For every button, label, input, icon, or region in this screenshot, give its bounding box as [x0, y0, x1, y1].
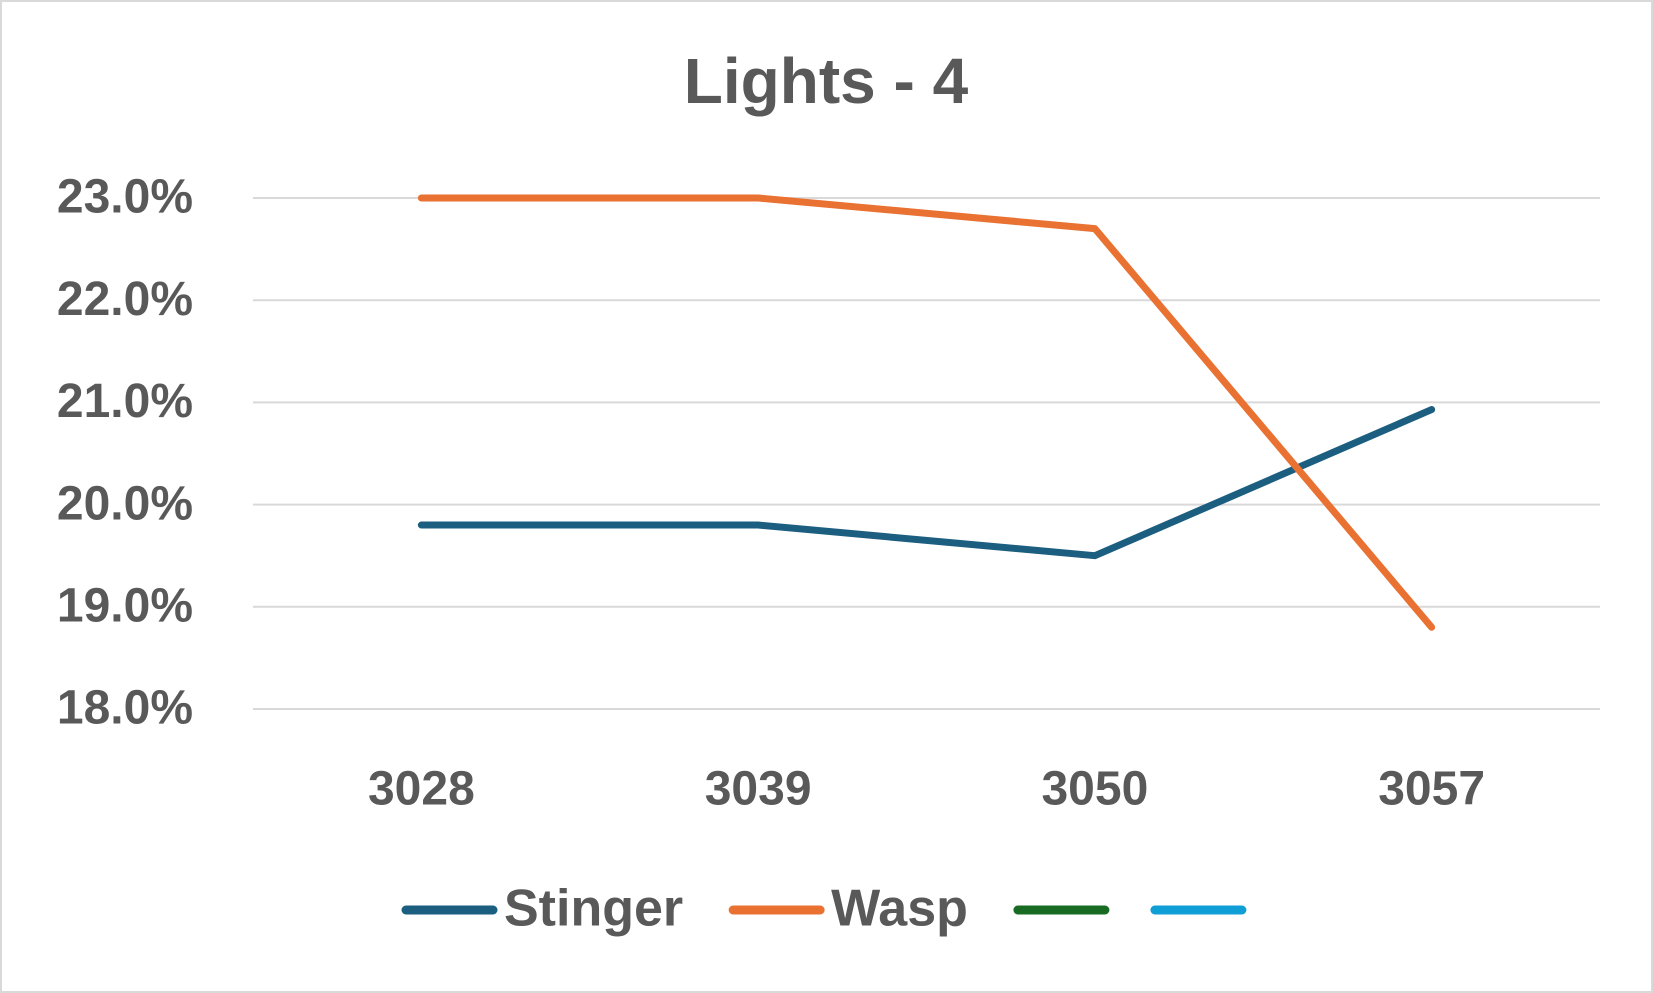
y-tick-label: 20.0% — [57, 477, 193, 530]
y-tick-label: 21.0% — [57, 375, 193, 428]
x-tick-label: 3028 — [368, 763, 475, 816]
x-tick-label: 3039 — [705, 763, 812, 816]
chart-title: Lights - 4 — [684, 45, 969, 117]
legend-label: Wasp — [831, 880, 968, 938]
x-tick-label: 3050 — [1041, 763, 1148, 816]
y-tick-label: 19.0% — [57, 579, 193, 632]
y-tick-label: 22.0% — [57, 273, 193, 326]
legend-label: Stinger — [504, 880, 683, 938]
series-line — [417, 194, 1436, 631]
x-tick-label: 3057 — [1378, 763, 1485, 816]
series-line — [417, 406, 1436, 560]
y-tick-label: 23.0% — [57, 171, 193, 224]
y-tick-label: 18.0% — [57, 682, 193, 735]
